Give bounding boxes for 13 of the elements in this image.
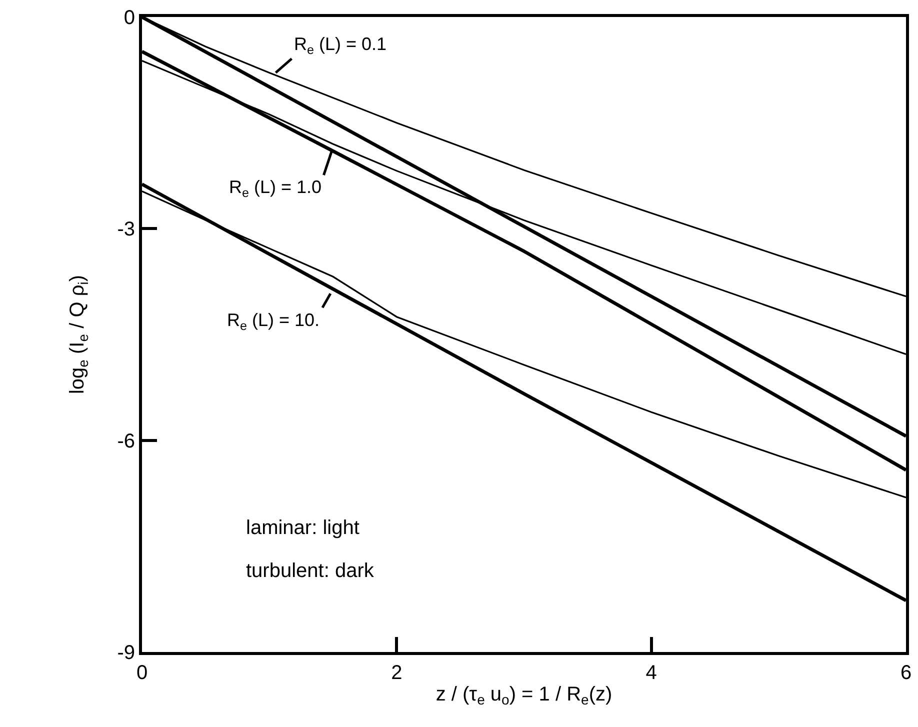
x-axis-title: z / (τ$_{e}$ u$_{o}$) = 1 / R$_{e}$(z) [436, 684, 612, 708]
annotation: R$_{e}$ (L) = 0.1 [294, 34, 387, 57]
annotation: R$_{e}$ (L) = 1.0 [229, 177, 322, 200]
x-tick-label: 4 [646, 662, 657, 684]
x-tick-label: 6 [900, 662, 912, 684]
y-tick-label: -6 [117, 430, 135, 452]
y-tick-label: -9 [117, 642, 135, 664]
annotation: laminar: light [246, 517, 360, 539]
annotation: R$_{e}$ (L) = 10. [227, 310, 320, 333]
y-tick-label: -3 [117, 218, 135, 241]
x-tick-label: 2 [391, 662, 402, 684]
y-tick-label: 0 [124, 7, 135, 29]
annotation: turbulent: dark [246, 560, 375, 582]
